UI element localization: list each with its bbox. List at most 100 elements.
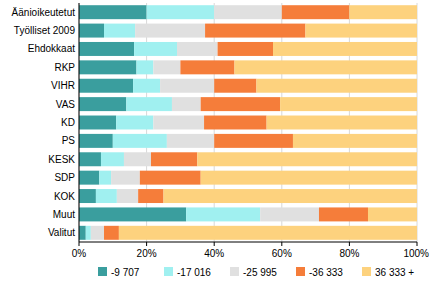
bar-segment <box>133 79 160 93</box>
tick-label: 40% <box>204 248 224 259</box>
category-label: KD <box>61 117 75 128</box>
bar-segment <box>214 134 293 148</box>
bar-segment <box>153 60 180 74</box>
bar-segment <box>79 24 104 38</box>
bar-segment <box>214 5 282 19</box>
bar-segment <box>205 24 305 38</box>
bar-segment <box>104 226 119 240</box>
bar-segment <box>186 207 260 221</box>
tick-label: 0% <box>72 248 87 259</box>
legend-label: -25 995 <box>243 267 277 278</box>
bar-segment <box>218 42 273 56</box>
category-label: Valitut <box>48 227 75 238</box>
tick <box>146 242 147 246</box>
bar-segment <box>79 79 133 93</box>
chart: Äänioikeutetut Työlliset 2009 Ehdokkaat RKP… <box>0 0 431 286</box>
bar-segment <box>167 134 214 148</box>
tick <box>349 242 350 246</box>
category-label: VAS <box>56 99 76 110</box>
bar-segment <box>79 226 86 240</box>
bar-segment <box>368 207 417 221</box>
tick <box>417 242 418 246</box>
bar-segment <box>79 171 99 185</box>
bar-segment <box>153 116 204 130</box>
category-label: PS <box>62 135 76 146</box>
legend-label: -9 707 <box>111 267 140 278</box>
bars <box>79 5 417 240</box>
x-axis <box>79 242 417 243</box>
legend-label: -36 333 <box>309 267 343 278</box>
category-label: SDP <box>54 172 75 183</box>
bar-segment <box>164 189 418 203</box>
bar-segment <box>147 5 215 19</box>
category-label: Työlliset 2009 <box>14 25 76 36</box>
bar-segment <box>79 5 147 19</box>
tick <box>79 242 80 246</box>
grid-line <box>79 3 80 242</box>
bar-segment <box>111 171 140 185</box>
legend-swatch <box>230 267 239 276</box>
bar-segment <box>293 134 417 148</box>
tick-label: 80% <box>339 248 359 259</box>
legend-swatch <box>362 267 371 276</box>
bar-segment <box>86 226 91 240</box>
bar-segment <box>234 60 417 74</box>
bar-segment <box>134 42 177 56</box>
bar-segment <box>79 97 126 111</box>
category-label: Äänioikeutetut <box>12 7 76 18</box>
bar-segment <box>201 97 280 111</box>
bar-segment <box>124 152 151 166</box>
bar-segment <box>113 134 167 148</box>
bar-segment <box>104 24 135 38</box>
legend-label: 36 333 + <box>375 267 414 278</box>
bar-segment <box>96 189 117 203</box>
bar-segment <box>79 134 113 148</box>
bar-segment <box>151 152 197 166</box>
bar-segment <box>119 226 417 240</box>
bar-segment <box>177 42 218 56</box>
bar-segment <box>273 42 417 56</box>
bar-segment <box>79 60 136 74</box>
y-axis <box>79 3 80 242</box>
bar-segment <box>180 60 234 74</box>
category-label: Muut <box>53 209 75 220</box>
bar-segment <box>319 207 368 221</box>
tick-label: 20% <box>137 248 157 259</box>
bar-segment <box>101 152 124 166</box>
bar-segment <box>160 79 214 93</box>
bar-segment <box>204 116 267 130</box>
bar-segment <box>197 152 417 166</box>
category-label: KESK <box>48 154 75 165</box>
bar-segment <box>282 5 350 19</box>
bar-segment <box>349 5 417 19</box>
tick <box>281 242 282 246</box>
bar-segment <box>91 226 104 240</box>
tick-label: 60% <box>272 248 292 259</box>
legend-swatch <box>164 267 173 276</box>
legend-swatch <box>296 267 305 276</box>
category-label: RKP <box>54 62 75 73</box>
tick <box>214 242 215 246</box>
category-label: Ehdokkaat <box>28 43 75 54</box>
bar-segment <box>280 97 417 111</box>
bar-segment <box>135 24 205 38</box>
bar-segment <box>117 189 138 203</box>
bar-segment <box>136 60 153 74</box>
bar-segment <box>214 79 256 93</box>
bar-segment <box>172 97 201 111</box>
bar-segment <box>116 116 153 130</box>
bar-segment <box>79 189 96 203</box>
bar-segment <box>201 171 417 185</box>
bar-segment <box>126 97 172 111</box>
bar-segment <box>79 207 186 221</box>
bar-segment <box>79 152 101 166</box>
legend-label: -17 016 <box>177 267 211 278</box>
bar-segment <box>260 207 319 221</box>
bar-segment <box>79 116 116 130</box>
category-label: KOK <box>54 191 75 202</box>
bar-segment <box>305 24 417 38</box>
bar-segment <box>99 171 111 185</box>
bar-segment <box>79 42 134 56</box>
bar-segment <box>140 171 201 185</box>
bar-segment <box>267 116 417 130</box>
